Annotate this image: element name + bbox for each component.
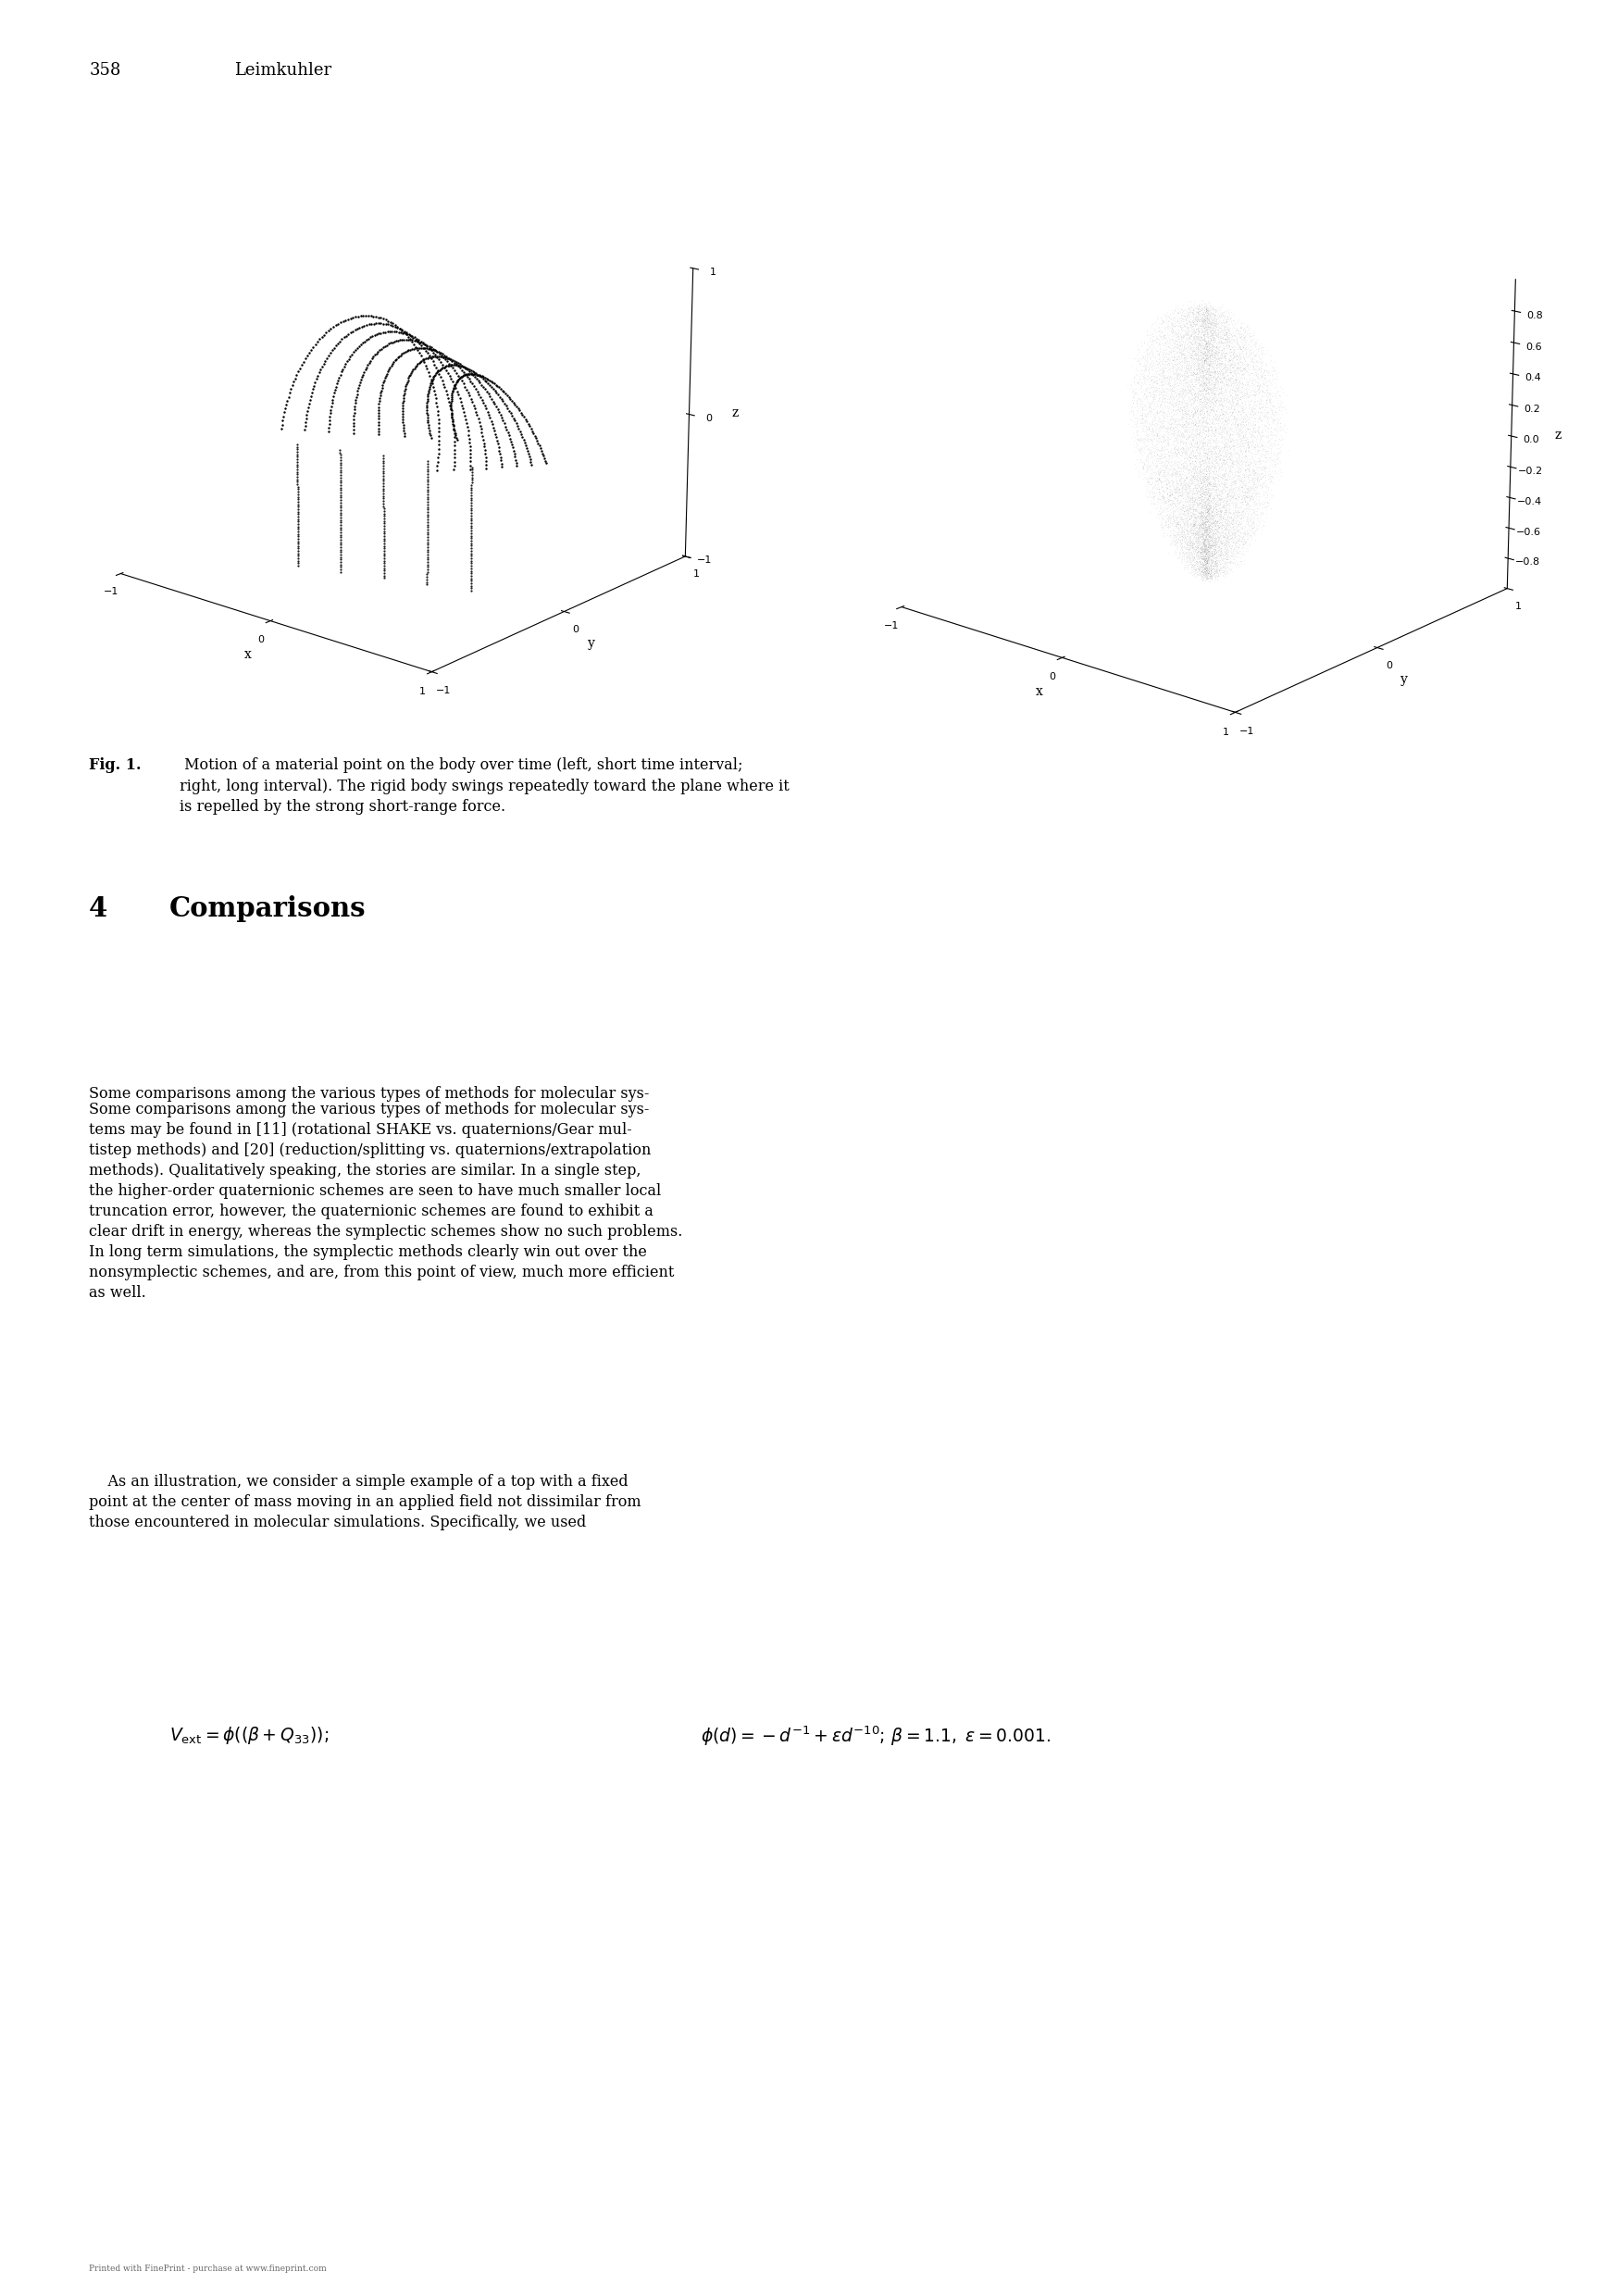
Y-axis label: y: y (1401, 673, 1408, 687)
Text: Some comparisons among the various types of methods for molecular sys-: Some comparisons among the various types… (89, 1086, 649, 1102)
Text: Fig. 1.: Fig. 1. (89, 758, 141, 774)
Text: 4: 4 (89, 895, 108, 923)
Text: 358: 358 (89, 62, 121, 78)
Text: $\phi(d) = -d^{-1} + \epsilon d^{-10};\, \beta = 1.1,\;  \epsilon = 0.001.$: $\phi(d) = -d^{-1} + \epsilon d^{-10};\,… (701, 1724, 1050, 1747)
Text: Some comparisons among the various types of methods for molecular sys-
tems may : Some comparisons among the various types… (89, 1102, 683, 1300)
X-axis label: x: x (244, 647, 251, 661)
Text: Motion of a material point on the body over time (left, short time interval;
rig: Motion of a material point on the body o… (180, 758, 790, 815)
Text: Printed with FinePrint - purchase at www.fineprint.com: Printed with FinePrint - purchase at www… (89, 2264, 327, 2273)
Text: $V_{\rm ext} = \phi((\beta + Q_{33}));$: $V_{\rm ext} = \phi((\beta + Q_{33}));$ (168, 1724, 328, 1747)
Text: As an illustration, we consider a simple example of a top with a fixed
point at : As an illustration, we consider a simple… (89, 1474, 641, 1531)
Text: Comparisons: Comparisons (168, 895, 366, 923)
Text: Leimkuhler: Leimkuhler (235, 62, 332, 78)
X-axis label: x: x (1036, 684, 1044, 698)
Y-axis label: y: y (587, 636, 595, 650)
